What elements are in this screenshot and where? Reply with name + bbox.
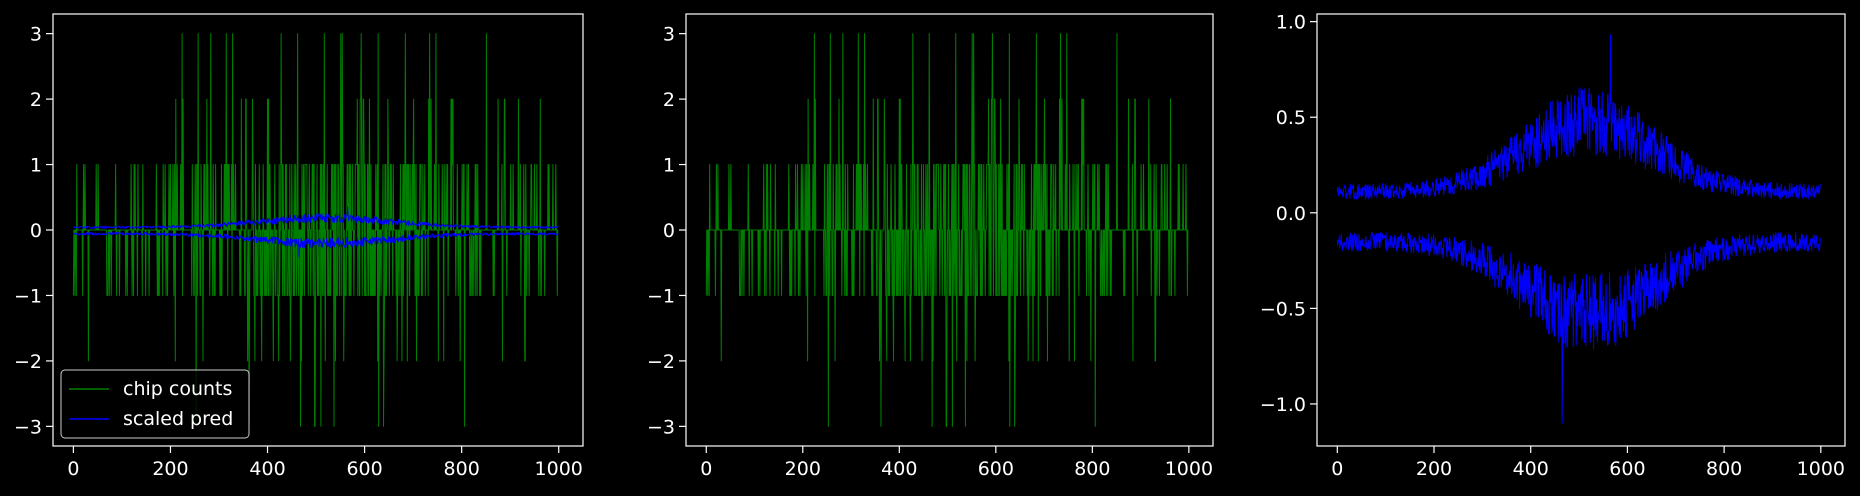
y-tick-label: 2 bbox=[30, 89, 42, 111]
x-tick-label: 200 bbox=[152, 458, 188, 480]
plot-area bbox=[1317, 14, 1845, 446]
legend-label: scaled pred bbox=[123, 408, 233, 430]
x-tick-label: 1000 bbox=[1797, 458, 1845, 480]
y-tick-label: −2 bbox=[14, 351, 42, 373]
x-tick-label: 800 bbox=[1074, 458, 1110, 480]
x-tick-label: 600 bbox=[1609, 458, 1645, 480]
y-tick-label: −0.5 bbox=[1260, 298, 1306, 320]
y-tick-label: 2 bbox=[663, 89, 675, 111]
series-line-pred-upper bbox=[1336, 34, 1821, 200]
series-line-counts bbox=[705, 33, 1189, 427]
y-tick-label: −3 bbox=[647, 416, 675, 438]
y-tick-label: 1 bbox=[30, 155, 42, 177]
axes-frame bbox=[1316, 13, 1846, 447]
legend-box bbox=[60, 369, 250, 439]
x-tick-label: 200 bbox=[1416, 458, 1452, 480]
x-tick-label: 400 bbox=[1513, 458, 1549, 480]
x-tick-label: 800 bbox=[1706, 458, 1742, 480]
x-tick-label: 1000 bbox=[1165, 458, 1213, 480]
series-line-pred-lower bbox=[1336, 231, 1821, 424]
x-tick-label: 400 bbox=[249, 458, 285, 480]
y-tick-label: −1.0 bbox=[1260, 394, 1306, 416]
series-line-scaled-pred bbox=[72, 206, 559, 229]
y-tick-label: 1 bbox=[663, 155, 675, 177]
y-tick-label: 3 bbox=[30, 24, 42, 46]
legend: chip counts scaled pred bbox=[60, 369, 250, 439]
y-tick-label: 3 bbox=[663, 24, 675, 46]
x-tick-label: 200 bbox=[785, 458, 821, 480]
x-tick-label: 1000 bbox=[535, 458, 583, 480]
y-tick-label: 0.5 bbox=[1276, 107, 1306, 129]
x-tick-label: 0 bbox=[700, 458, 712, 480]
x-tick-label: 600 bbox=[978, 458, 1014, 480]
x-tick-label: 0 bbox=[1331, 458, 1343, 480]
y-tick-label: 1.0 bbox=[1276, 12, 1306, 34]
x-tick-label: 400 bbox=[881, 458, 917, 480]
panel-2: 0 200 400 600 800 1000 3 2 1 0 −1 −2 −3 bbox=[647, 13, 1214, 480]
y-tick-label: 0 bbox=[30, 220, 42, 242]
legend-label: chip counts bbox=[123, 378, 232, 400]
y-tick-label: 0.0 bbox=[1276, 203, 1306, 225]
y-tick-label: −1 bbox=[14, 285, 42, 307]
y-tick-label: 0 bbox=[663, 220, 675, 242]
x-tick-label: 600 bbox=[346, 458, 382, 480]
series-line-pred-lower bbox=[72, 232, 559, 258]
x-tick-label: 800 bbox=[444, 458, 480, 480]
panel-3: 0 200 400 600 800 1000 1.0 0.5 0.0 −0.5 −1.0 bbox=[1260, 12, 1846, 480]
series-line-chip-counts bbox=[72, 33, 559, 427]
y-tick-label: −1 bbox=[647, 285, 675, 307]
y-tick-label: −2 bbox=[647, 351, 675, 373]
panel-1: 0 200 400 600 800 1000 3 2 1 0 −1 −2 −3 chip counts sc… bbox=[14, 13, 584, 480]
y-tick-label: −3 bbox=[14, 416, 42, 438]
x-tick-label: 0 bbox=[67, 458, 79, 480]
